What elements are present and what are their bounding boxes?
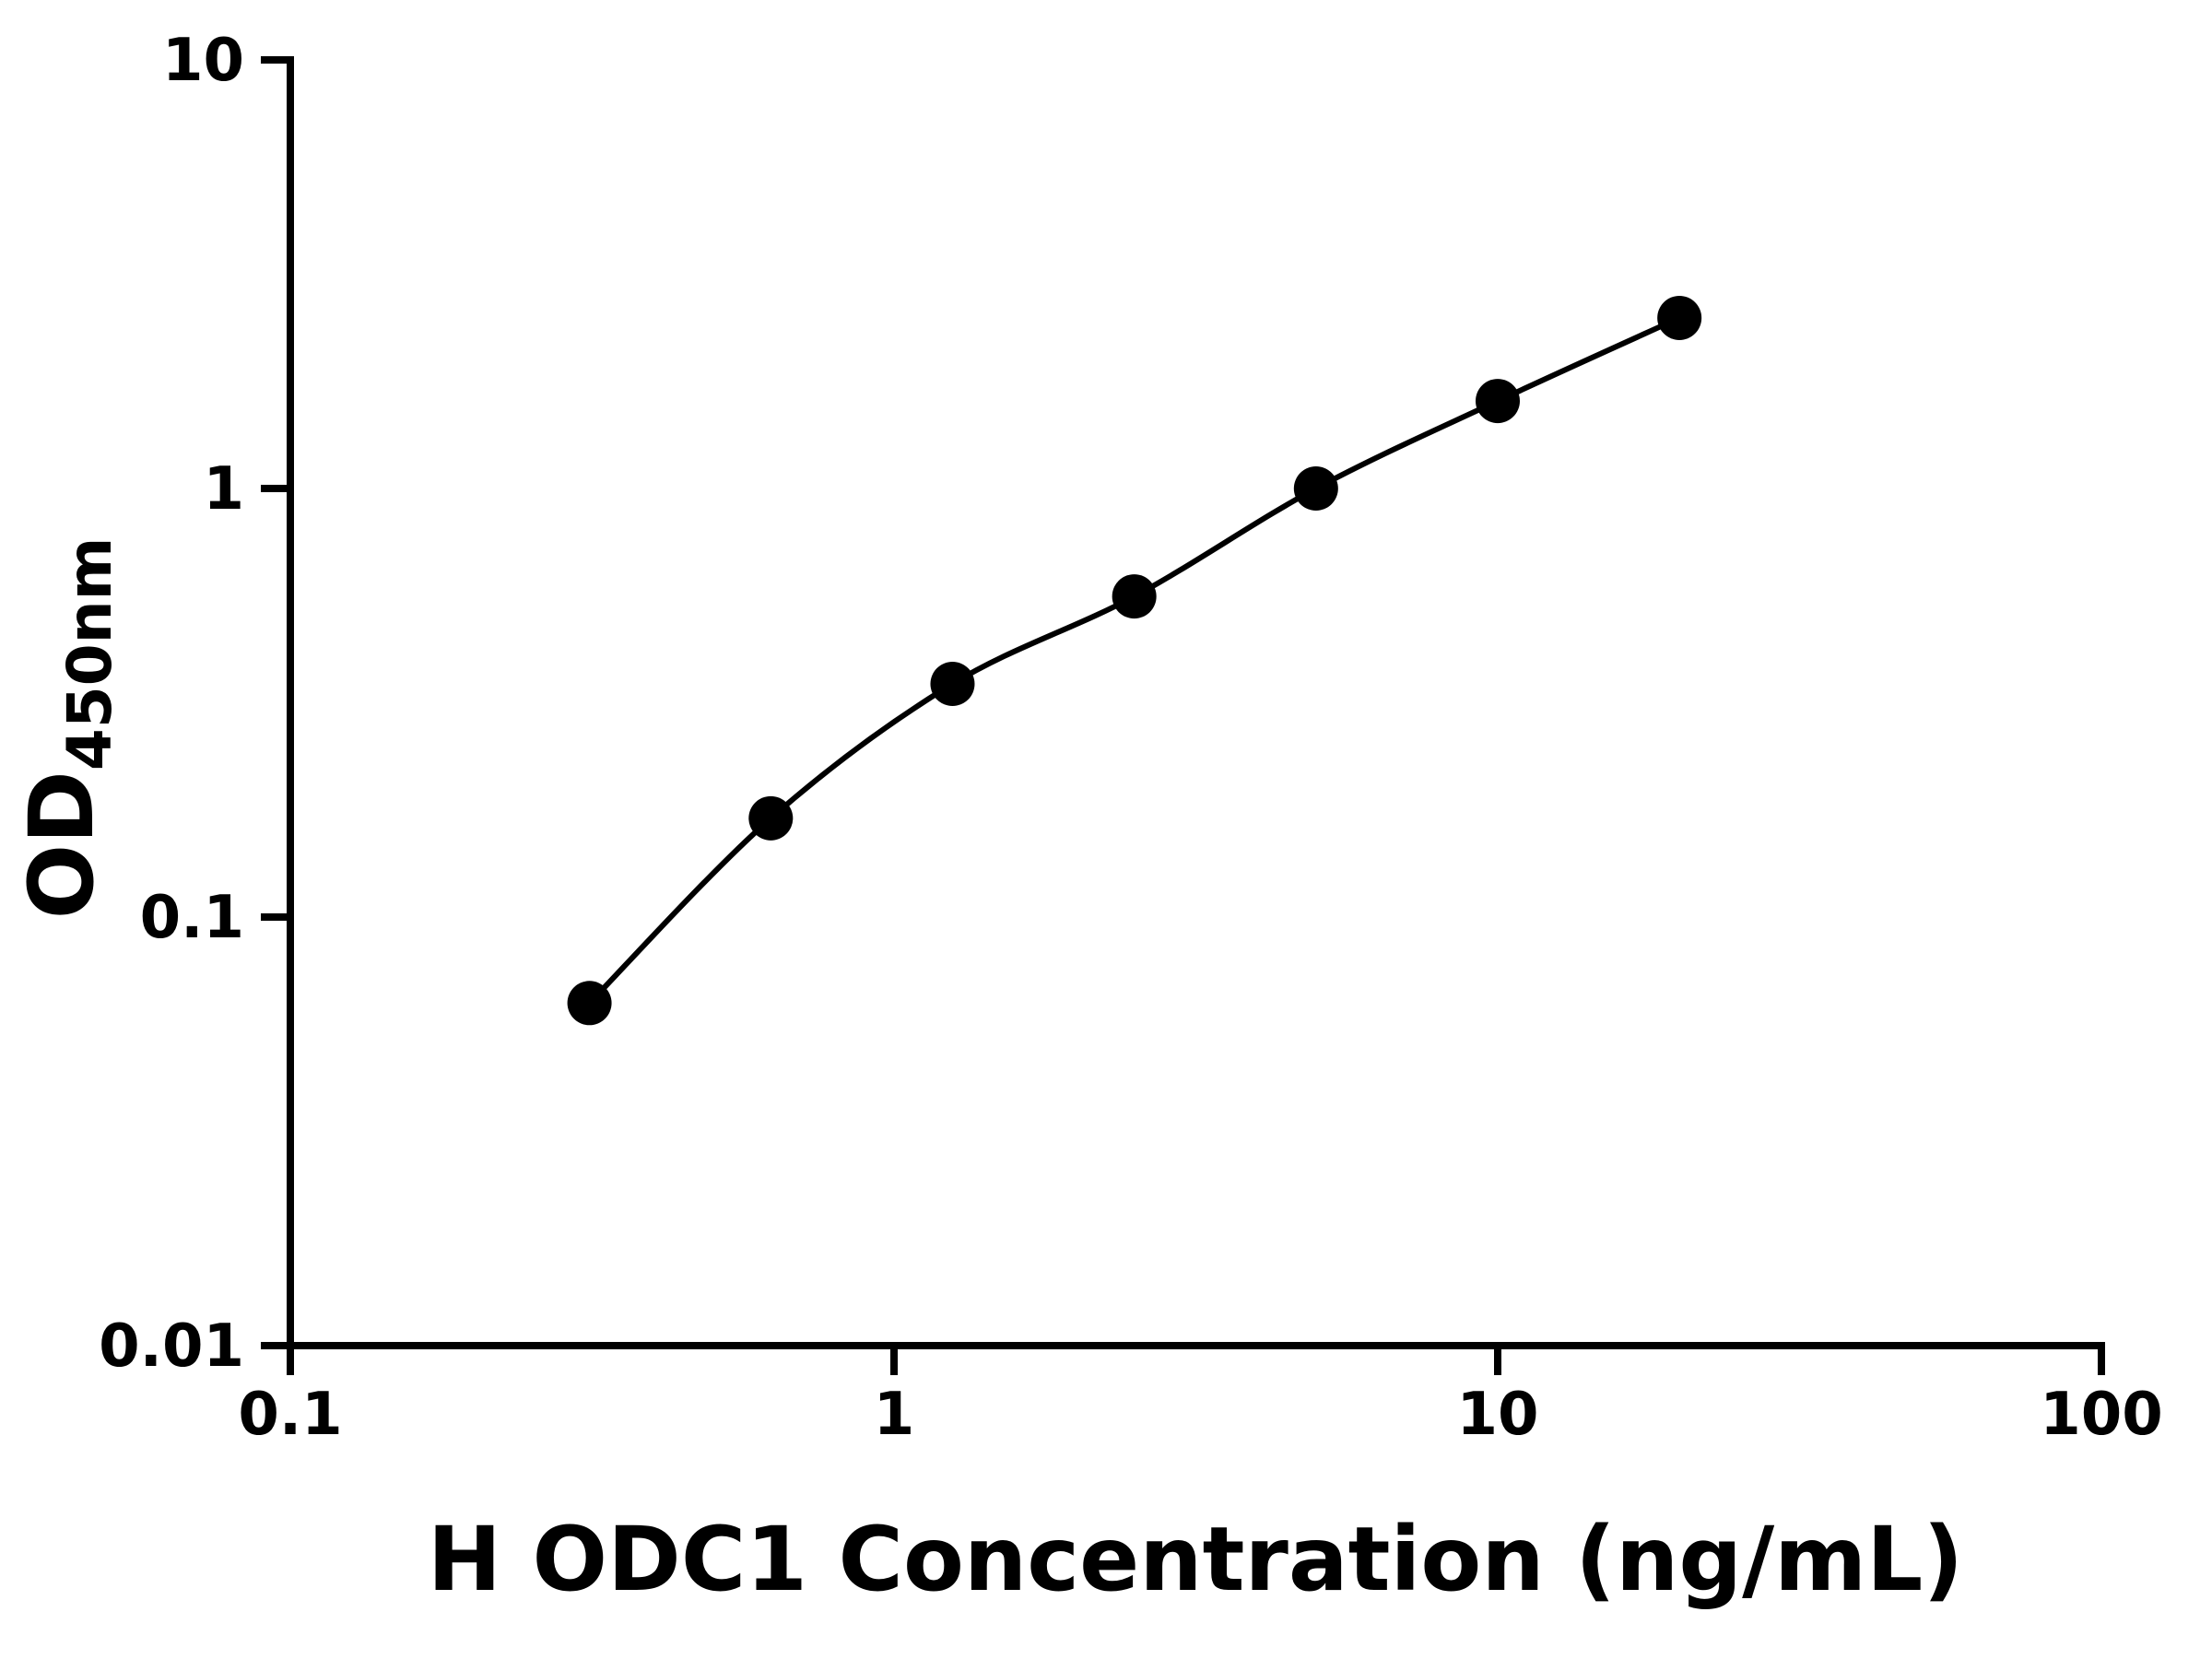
y-tick-label: 0.1: [140, 884, 244, 952]
x-tick-label: 100: [2040, 1381, 2163, 1449]
data-point: [748, 795, 794, 841]
x-axis-title: H ODC1 Concentration (ng/mL): [428, 1508, 1963, 1611]
y-axis-title-main: OD: [10, 771, 113, 919]
axis-spines: [287, 56, 2105, 1349]
data-point: [1112, 574, 1157, 619]
x-tick-label: 10: [1456, 1381, 1538, 1449]
data-point: [567, 981, 612, 1026]
y-tick-label: 10: [162, 27, 244, 95]
y-tick-label: 0.01: [99, 1312, 244, 1381]
y-axis-title-subscript: 450nm: [54, 537, 125, 771]
y-axis-title: OD450nm: [10, 537, 125, 920]
data-point: [1657, 295, 1702, 340]
data-point: [1476, 379, 1520, 424]
x-tick-label: 1: [874, 1381, 915, 1449]
x-tick-label: 0.1: [238, 1381, 342, 1449]
y-tick-label: 1: [203, 455, 244, 524]
data-point: [930, 662, 975, 707]
standard-curve-line: [586, 314, 1683, 1006]
data-point: [1293, 466, 1338, 511]
